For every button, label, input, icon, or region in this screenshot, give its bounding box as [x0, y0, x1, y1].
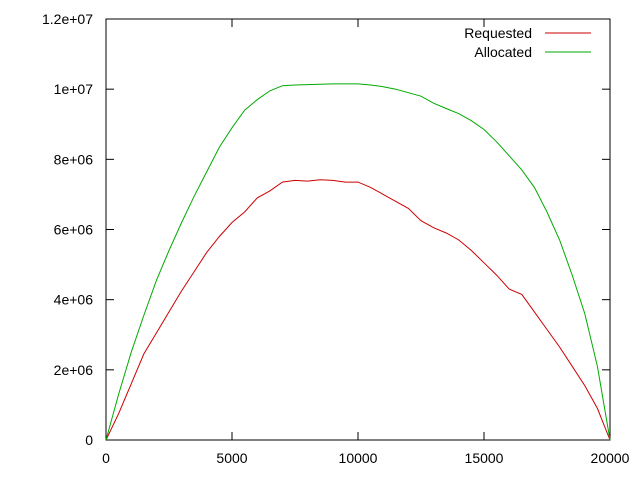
- x-tick-label: 5000: [216, 450, 247, 466]
- y-tick-label: 8e+06: [54, 151, 94, 167]
- x-axis: 0 5000 10000 15000 20000: [102, 19, 630, 466]
- series-line-allocated: [105, 83, 611, 441]
- legend: Requested Allocated: [464, 25, 591, 60]
- x-tick-label: 0: [102, 450, 110, 466]
- y-tick-label: 6e+06: [54, 222, 94, 238]
- y-tick-label: 2e+06: [54, 362, 94, 378]
- x-tick-label: 10000: [339, 450, 378, 466]
- series-line-requested: [105, 179, 611, 441]
- y-tick-label: 4e+06: [54, 292, 94, 308]
- legend-label-allocated: Allocated: [474, 44, 532, 60]
- y-tick-label: 1e+07: [54, 81, 94, 97]
- x-tick-label: 20000: [591, 450, 630, 466]
- x-tick-label: 15000: [465, 450, 504, 466]
- y-tick-label: 1.2e+07: [42, 11, 93, 27]
- y-tick-label: 0: [85, 432, 93, 448]
- plot-frame: [105, 18, 611, 441]
- series-lines: [105, 83, 611, 441]
- y-axis: 0 2e+06 4e+06 6e+06 8e+06 1e+07 1.2e+07: [42, 11, 610, 448]
- legend-label-requested: Requested: [464, 25, 532, 41]
